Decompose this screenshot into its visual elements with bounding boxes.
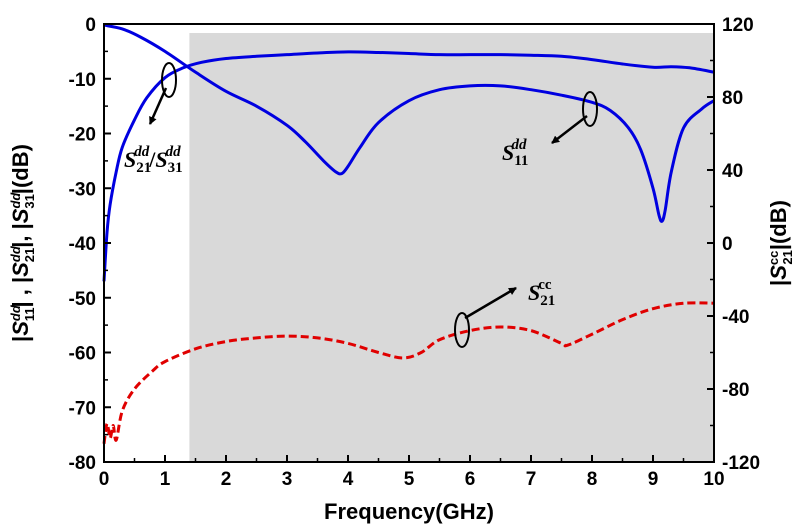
annotation-label-s11: S11dd (502, 137, 528, 169)
x-tick-label: 4 (343, 469, 354, 490)
annotation-s21dd-s31dd: S21dd/S31dd (124, 62, 183, 176)
x-tick-label: 10 (703, 469, 724, 490)
y-right-tick-label: 80 (722, 88, 743, 109)
x-tick-label: 7 (526, 469, 537, 490)
annotation-ellipse (582, 91, 598, 127)
annotation-arrow (551, 115, 588, 144)
left-y-axis-title: |Sdd11| , |Sdd21|, |Sdd31|(dB) (8, 144, 37, 342)
series-line-s21cc (102, 301, 715, 444)
y-right-tick-label: -80 (722, 380, 749, 401)
y-left-tick-label: -20 (69, 125, 96, 146)
y-left-tick-label: -80 (69, 453, 96, 474)
y-right-tick-label: -120 (722, 453, 760, 474)
annotation-ellipse (454, 312, 470, 348)
y-left-tick-label: 0 (85, 15, 96, 36)
annotation-arrow (464, 286, 517, 320)
series-line-s11dd (103, 23, 715, 223)
x-tick-label: 1 (160, 469, 171, 490)
annotation-s11dd: S11dd (502, 91, 598, 169)
svg-text:|Sdd11| , |Sdd21|, |Sdd31|(dB): |Sdd11| , |Sdd21|, |Sdd31|(dB) (8, 144, 37, 342)
y-right-tick-label: 0 (722, 234, 733, 255)
y-left-tick-label: -50 (69, 289, 96, 310)
annotation-ellipse (161, 62, 177, 98)
x-tick-label: 8 (587, 469, 598, 490)
x-tick-label: 9 (648, 469, 659, 490)
annotation-label-s21cc: S21cc (528, 277, 555, 309)
x-tick-label: 3 (282, 469, 293, 490)
series-line-s21dd-s31dd (102, 50, 715, 282)
x-axis-title: Frequency(GHz) (324, 499, 494, 524)
y-left-tick-label: -30 (69, 179, 96, 200)
y-left-tick-label: -40 (69, 234, 96, 255)
y-right-tick-label: 40 (722, 161, 743, 182)
x-tick-label: 0 (99, 469, 110, 490)
y-left-tick-label: -10 (69, 70, 96, 91)
annotation-arrow (148, 87, 168, 125)
y-left-tick-label: -60 (69, 344, 96, 365)
svg-text:|Scc21|(dB): |Scc21|(dB) (766, 200, 795, 286)
x-tick-label: 5 (404, 469, 415, 490)
series-layer (102, 23, 715, 444)
right-y-axis-title: |Scc21|(dB) (766, 200, 795, 286)
x-tick-label: 6 (465, 469, 476, 490)
tick-layer: 0 1 2 3 4 5 6 7 8 9 10 0 -10 -20 -30 -40 -50 -60 -70 -80 120… (69, 15, 761, 490)
x-tick-label: 2 (221, 469, 232, 490)
annotation-s21cc: S21cc (454, 277, 555, 348)
y-right-tick-label: 120 (722, 15, 754, 36)
annotation-label-s21-s31: S21dd/S31dd (124, 144, 183, 176)
passband-shading (189, 33, 714, 462)
y-left-tick-label: -70 (69, 398, 96, 419)
y-right-tick-label: -40 (722, 307, 749, 328)
